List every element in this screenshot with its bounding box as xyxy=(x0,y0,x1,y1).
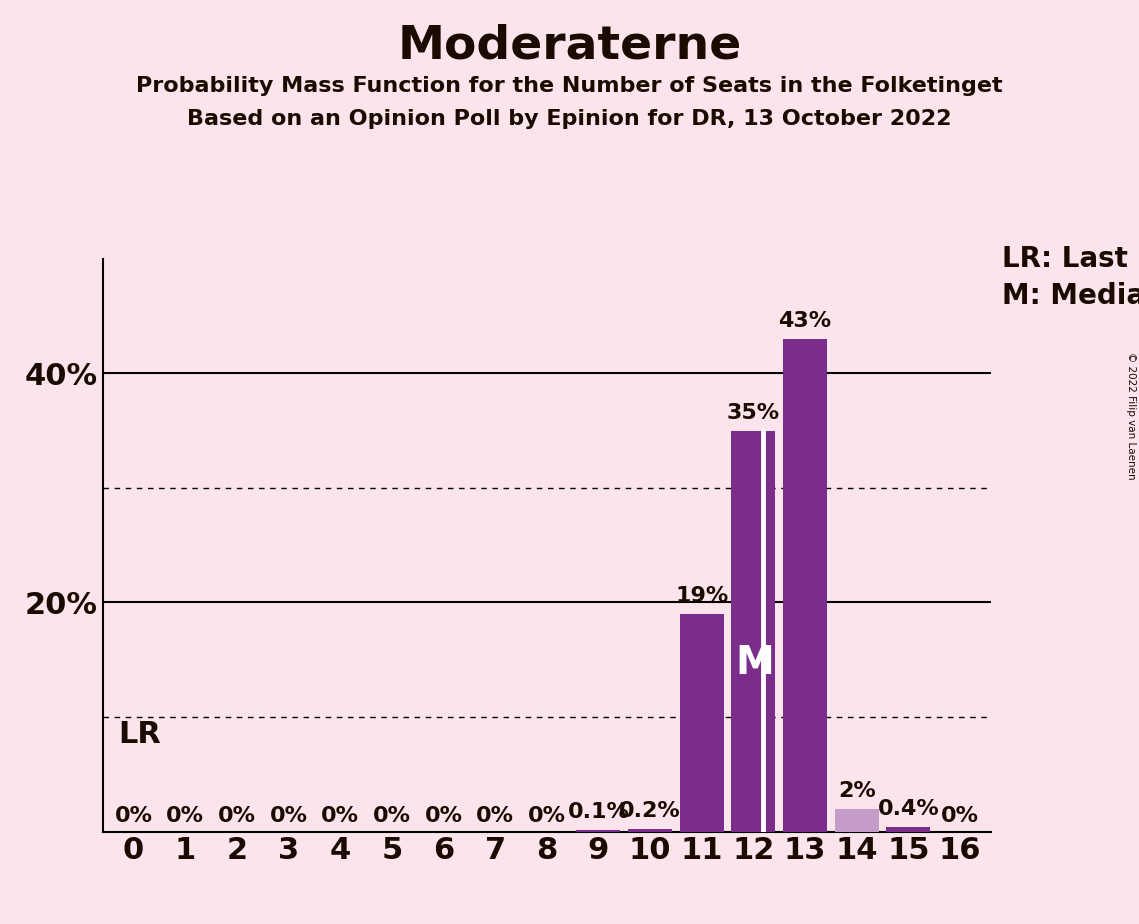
Text: 0%: 0% xyxy=(527,806,566,826)
Text: 0%: 0% xyxy=(321,806,359,826)
Text: M: M xyxy=(736,644,775,682)
Bar xyxy=(886,827,931,832)
Bar xyxy=(628,830,672,832)
Text: 0%: 0% xyxy=(372,806,411,826)
Text: 0.4%: 0.4% xyxy=(877,799,940,819)
Text: M: Median: M: Median xyxy=(1002,282,1139,310)
Text: 0.2%: 0.2% xyxy=(620,801,681,821)
Bar xyxy=(731,431,776,832)
Text: 35%: 35% xyxy=(727,403,780,422)
Text: 2%: 2% xyxy=(838,781,876,801)
Text: Moderaterne: Moderaterne xyxy=(398,23,741,68)
Text: 0%: 0% xyxy=(425,806,462,826)
Text: 0%: 0% xyxy=(941,806,978,826)
Text: 19%: 19% xyxy=(675,586,728,606)
Text: 0%: 0% xyxy=(270,806,308,826)
Text: LR: Last Result: LR: Last Result xyxy=(1002,245,1139,273)
Text: Probability Mass Function for the Number of Seats in the Folketinget: Probability Mass Function for the Number… xyxy=(137,76,1002,96)
Text: © 2022 Filip van Laenen: © 2022 Filip van Laenen xyxy=(1126,352,1136,480)
Text: LR: LR xyxy=(118,720,161,748)
Text: Based on an Opinion Poll by Epinion for DR, 13 October 2022: Based on an Opinion Poll by Epinion for … xyxy=(187,109,952,129)
Text: 0%: 0% xyxy=(115,806,153,826)
Text: 0.1%: 0.1% xyxy=(567,802,630,822)
Text: 43%: 43% xyxy=(778,310,831,331)
Bar xyxy=(835,808,878,832)
Bar xyxy=(680,614,723,832)
Text: 0%: 0% xyxy=(476,806,514,826)
Text: 0%: 0% xyxy=(166,806,204,826)
Bar xyxy=(782,339,827,832)
Bar xyxy=(576,831,621,832)
Text: 0%: 0% xyxy=(218,806,256,826)
